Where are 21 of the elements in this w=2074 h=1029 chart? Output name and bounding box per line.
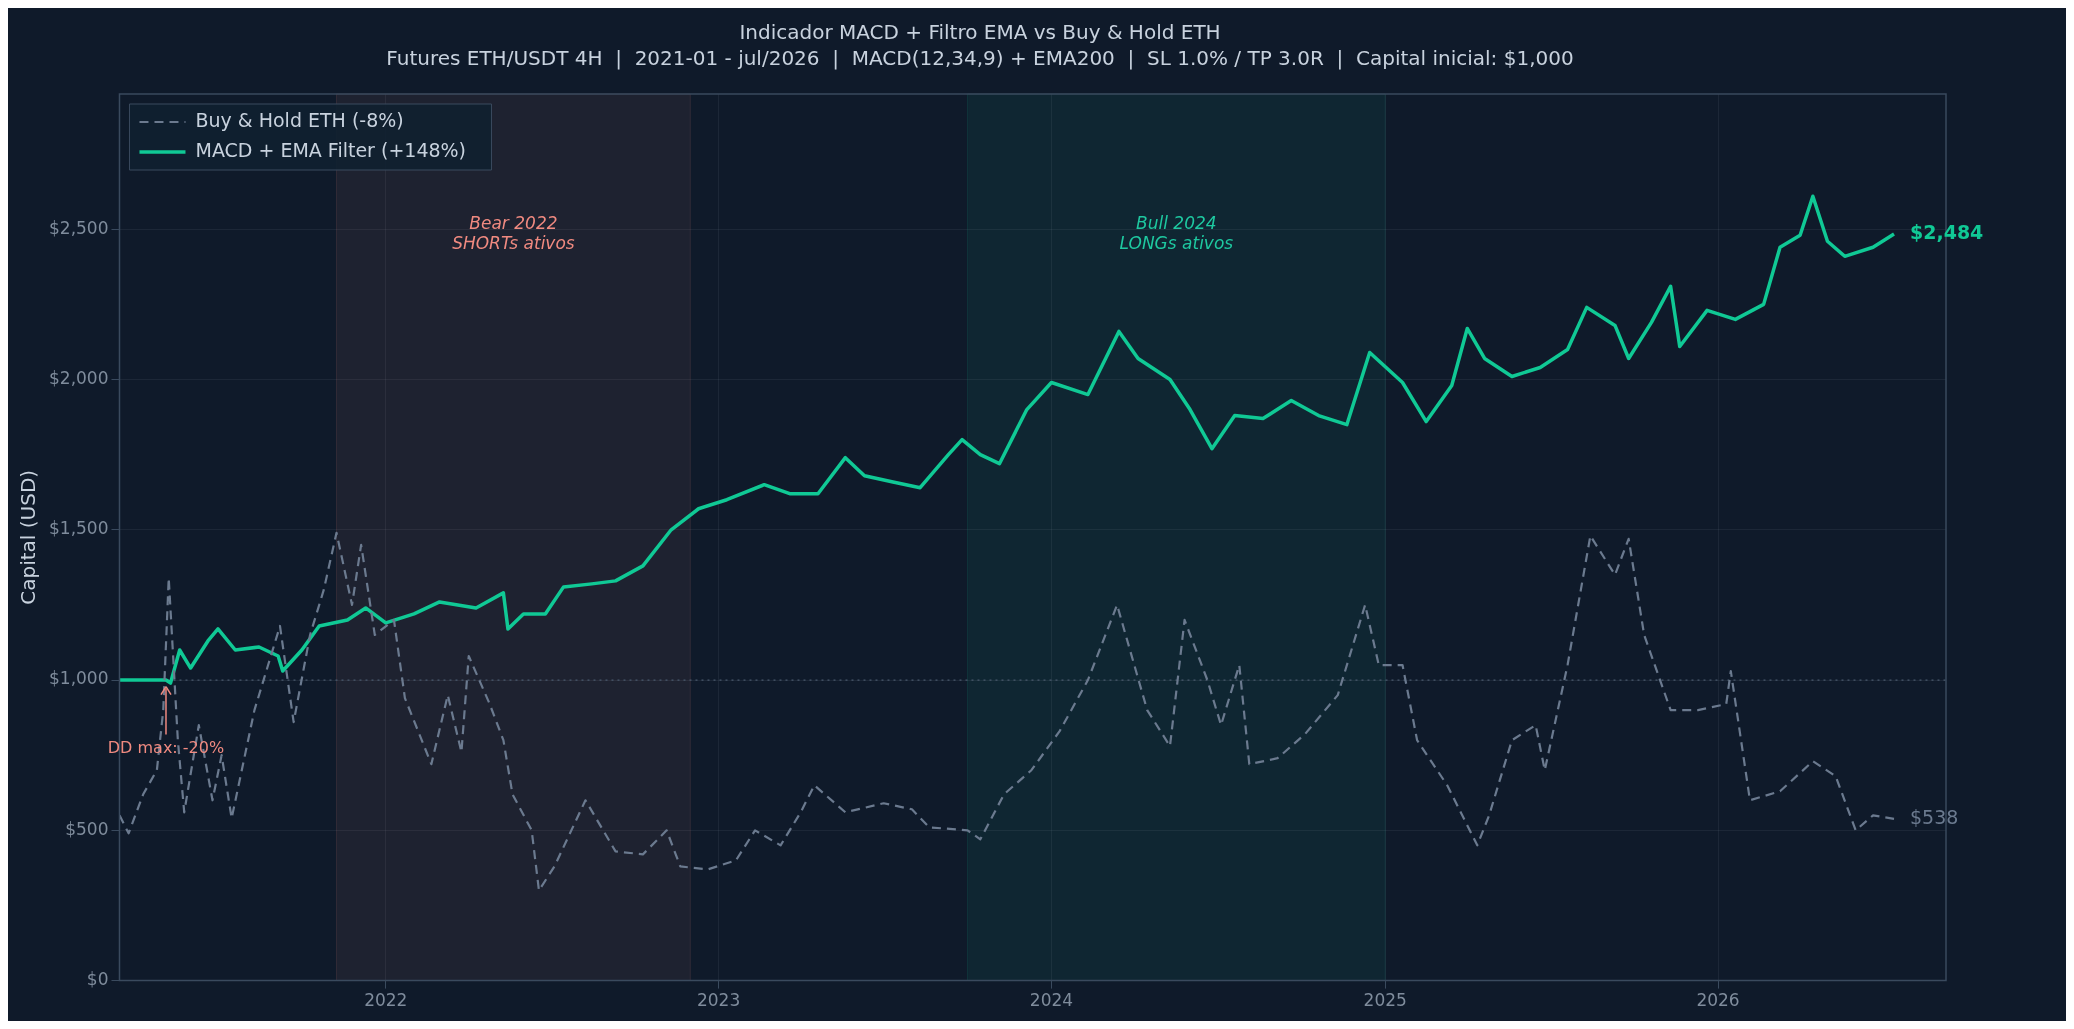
annotation: $538 (1910, 805, 1959, 828)
y-tick-label: $0 (86, 969, 109, 990)
band-label: Bear 2022 SHORTs ativos (452, 213, 575, 253)
y-tick-label: $500 (65, 818, 109, 839)
y-tick-label: $1,000 (49, 668, 109, 689)
x-tick-label: 2023 (696, 990, 741, 1011)
chart-subtitle: Futures ETH/USDT 4H | 2021-01 - jul/2026 | MACD(12,34,9) + EMA200 | SL 1.0% / TP 3.0R | Capital inicial: $1,000 (386, 46, 1574, 71)
band-label: Bull 2024 LONGs ativos (1119, 213, 1234, 253)
y-tick-label: $2,000 (49, 367, 109, 388)
chart-title: Indicador MACD + Filtro EMA vs Buy & Hold ETH (739, 20, 1221, 45)
x-tick-label: 2024 (1029, 990, 1074, 1011)
legend-label: Buy & Hold ETH (-8%) (195, 108, 404, 131)
annotation: DD max: -20% (107, 737, 225, 757)
y-tick-label: $1,500 (49, 518, 109, 539)
y-axis-title: Capital (USD) (16, 469, 41, 605)
x-tick-label: 2025 (1363, 990, 1407, 1011)
x-tick-label: 2022 (364, 990, 408, 1011)
annotation: $2,484 (1910, 220, 1984, 243)
legend-label: MACD + EMA Filter (+148%) (195, 138, 467, 161)
y-tick-label: $2,500 (49, 217, 109, 238)
x-tick-label: 2026 (1696, 990, 1740, 1011)
